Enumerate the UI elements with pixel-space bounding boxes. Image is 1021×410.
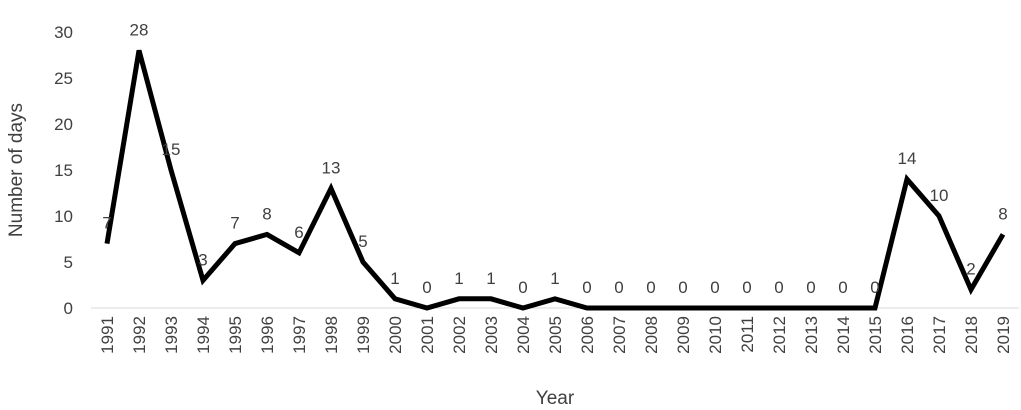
- x-tick-label: 2019: [994, 316, 1013, 354]
- x-tick-label: 2002: [450, 316, 469, 354]
- x-axis-ticks: 1991 1992 1993 1994 1995 1996 1997 1998 1999 2000…: [98, 316, 1013, 354]
- data-label: 0: [870, 278, 879, 297]
- x-tick-label: 2001: [418, 316, 437, 354]
- data-label: 14: [898, 149, 917, 168]
- data-label: 0: [806, 278, 815, 297]
- x-tick-label: 2013: [802, 316, 821, 354]
- x-tick-label: 2003: [482, 316, 501, 354]
- data-label: 13: [322, 158, 341, 177]
- x-tick-label: 2016: [898, 316, 917, 354]
- x-tick-label: 1997: [290, 316, 309, 354]
- x-tick-label: 2015: [866, 316, 885, 354]
- data-label: 2: [966, 260, 975, 279]
- data-label: 6: [294, 223, 303, 242]
- x-tick-label: 1999: [354, 316, 373, 354]
- x-tick-label: 1993: [162, 316, 181, 354]
- data-label: 0: [710, 278, 719, 297]
- data-label: 0: [614, 278, 623, 297]
- data-label: 3: [198, 250, 207, 269]
- data-label: 0: [518, 278, 527, 297]
- x-tick-label: 2010: [706, 316, 725, 354]
- x-tick-label: 2007: [610, 316, 629, 354]
- y-tick-label: 30: [54, 23, 73, 42]
- y-tick-label: 15: [54, 161, 73, 180]
- data-label: 0: [582, 278, 591, 297]
- data-label: 7: [102, 214, 111, 233]
- x-tick-label: 2009: [674, 316, 693, 354]
- x-tick-label: 1992: [130, 316, 149, 354]
- data-label: 0: [678, 278, 687, 297]
- data-label: 7: [230, 214, 239, 233]
- y-tick-label: 5: [64, 253, 73, 272]
- x-tick-label: 2008: [642, 316, 661, 354]
- y-tick-label: 25: [54, 69, 73, 88]
- x-tick-label: 1994: [194, 316, 213, 354]
- x-tick-label: 2011: [738, 316, 757, 353]
- y-tick-label: 10: [54, 207, 73, 226]
- x-axis-title: Year: [536, 388, 575, 409]
- data-label: 15: [162, 140, 181, 159]
- x-tick-label: 2014: [834, 316, 853, 354]
- data-label: 0: [742, 278, 751, 297]
- data-label: 1: [390, 269, 399, 288]
- x-tick-label: 2004: [514, 316, 533, 354]
- y-tick-label: 0: [64, 299, 73, 318]
- data-label: 8: [998, 204, 1007, 223]
- data-label: 28: [130, 20, 149, 39]
- data-label: 10: [930, 186, 949, 205]
- series-line: [104, 49, 1006, 311]
- data-label: 5: [358, 232, 367, 251]
- data-label: 0: [774, 278, 783, 297]
- data-label: 0: [646, 278, 655, 297]
- y-tick-label: 20: [54, 115, 73, 134]
- x-tick-label: 2005: [546, 316, 565, 354]
- x-tick-label: 2006: [578, 316, 597, 354]
- x-tick-label: 1996: [258, 316, 277, 354]
- data-label: 0: [838, 278, 847, 297]
- x-tick-label: 2012: [770, 316, 789, 354]
- x-tick-label: 2017: [930, 316, 949, 354]
- data-label: 8: [262, 204, 271, 223]
- x-tick-label: 2018: [962, 316, 981, 354]
- data-label: 0: [422, 278, 431, 297]
- y-axis-ticks: 0 5 10 15 20 25 30: [54, 23, 73, 318]
- x-tick-label: 1991: [98, 316, 117, 354]
- y-axis-title: Number of days: [6, 103, 27, 237]
- x-tick-label: 1995: [226, 316, 245, 354]
- x-tick-label: 1998: [322, 316, 341, 354]
- data-label: 1: [486, 269, 495, 288]
- data-label: 1: [454, 269, 463, 288]
- data-label: 1: [550, 269, 559, 288]
- x-tick-label: 2000: [386, 316, 405, 354]
